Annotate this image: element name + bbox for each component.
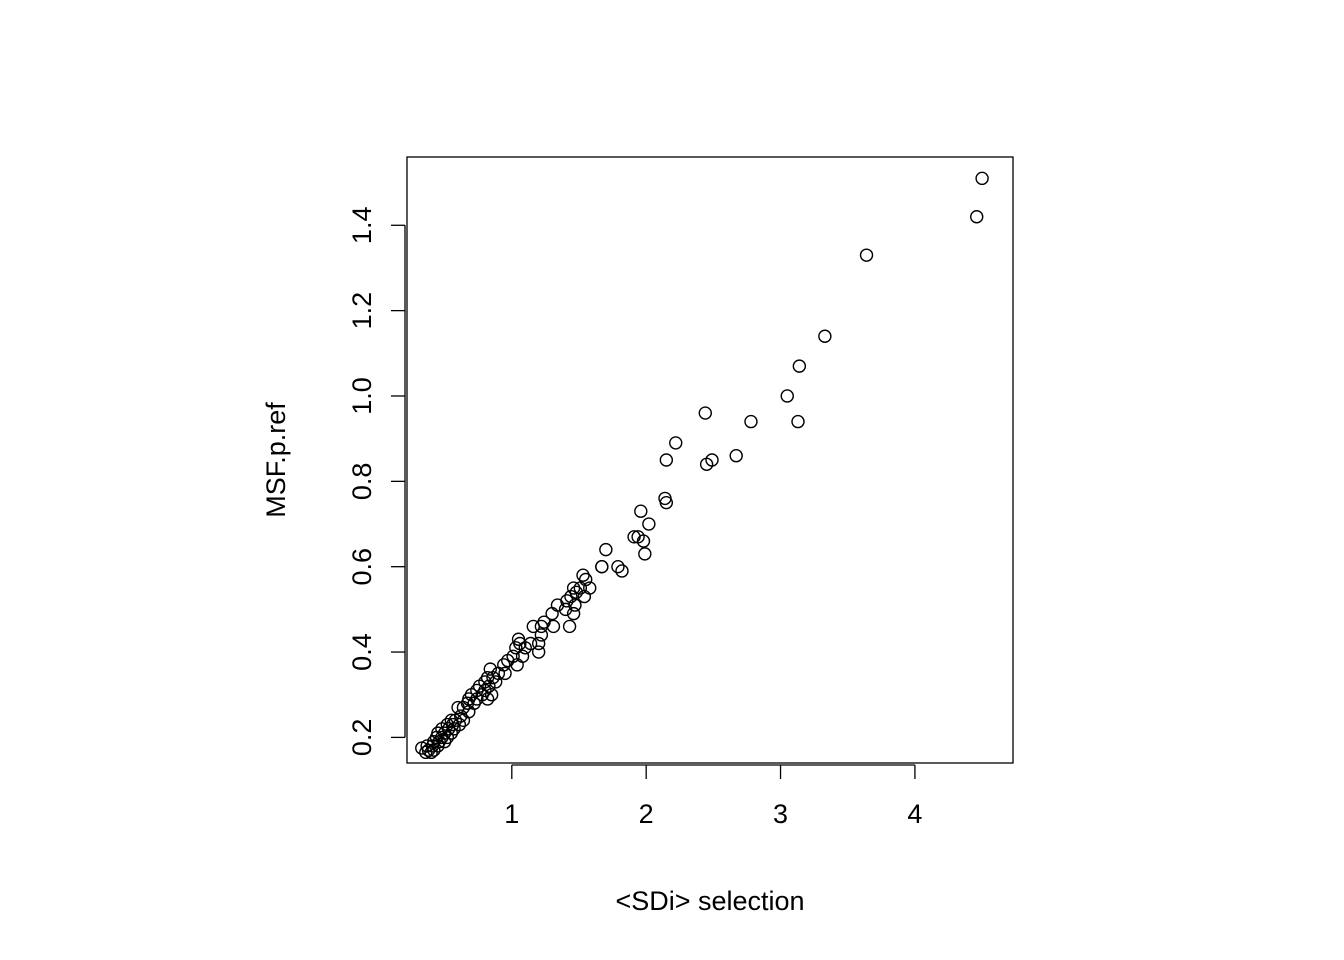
- data-point: [531, 645, 546, 659]
- data-point: [534, 628, 549, 642]
- data-point: [595, 559, 609, 574]
- data-point: [792, 359, 807, 373]
- data-points: [415, 171, 989, 760]
- x-tick-label: 2: [639, 799, 654, 829]
- data-point: [545, 606, 559, 621]
- data-point: [569, 585, 584, 599]
- y-axis: 0.2 0.4 0.6 0.8 1.0 1.2 1.4: [347, 207, 406, 757]
- data-point: [669, 436, 683, 450]
- data-point: [659, 453, 674, 467]
- data-point: [482, 679, 496, 693]
- data-point: [705, 453, 719, 467]
- data-point: [744, 414, 758, 429]
- data-point: [642, 517, 656, 531]
- data-point: [599, 542, 613, 557]
- data-point: [509, 641, 523, 655]
- data-point: [970, 210, 984, 224]
- plot-frame: [406, 156, 1014, 764]
- data-point: [526, 619, 541, 634]
- data-point: [859, 248, 874, 262]
- data-point: [818, 329, 832, 343]
- data-point: [484, 688, 499, 702]
- y-tick-label: 0.2: [347, 719, 377, 757]
- data-point: [510, 658, 524, 672]
- y-axis-title: MSF.p.ref: [261, 402, 291, 518]
- y-tick-label: 1.2: [347, 292, 377, 330]
- data-point: [576, 568, 590, 582]
- data-point: [419, 745, 433, 760]
- data-point: [636, 534, 651, 548]
- x-tick-label: 3: [773, 799, 788, 829]
- data-point: [634, 504, 648, 518]
- data-point: [424, 745, 438, 760]
- y-tick-label: 0.6: [347, 548, 377, 586]
- data-point: [573, 581, 588, 595]
- data-point: [611, 559, 625, 574]
- x-tick-label: 4: [907, 799, 922, 829]
- data-point: [698, 406, 712, 420]
- data-point: [546, 619, 561, 634]
- x-axis-title: <SDi> selection: [615, 886, 804, 916]
- x-axis: 1 2 3 4: [504, 764, 922, 829]
- data-point: [498, 666, 512, 681]
- data-point: [566, 581, 581, 595]
- data-point: [558, 602, 573, 617]
- data-point: [483, 662, 498, 676]
- data-point: [531, 636, 546, 651]
- y-tick-label: 1.0: [347, 377, 377, 415]
- data-point: [780, 389, 794, 403]
- data-point: [427, 743, 441, 757]
- data-point: [566, 606, 581, 621]
- data-point: [518, 641, 532, 655]
- y-tick-label: 1.4: [347, 207, 377, 245]
- data-point: [577, 589, 592, 604]
- data-point: [975, 171, 989, 186]
- y-tick-label: 0.4: [347, 633, 377, 671]
- data-point: [638, 547, 652, 561]
- data-point: [562, 619, 577, 634]
- data-point: [488, 675, 503, 689]
- x-tick-label: 1: [504, 799, 519, 829]
- data-point: [615, 564, 629, 578]
- data-point: [659, 495, 674, 510]
- data-point: [729, 449, 743, 463]
- y-tick-label: 0.8: [347, 463, 377, 501]
- data-point: [421, 743, 436, 757]
- data-point: [534, 619, 549, 634]
- data-point: [791, 414, 805, 429]
- data-point: [480, 692, 495, 706]
- data-point: [437, 734, 452, 749]
